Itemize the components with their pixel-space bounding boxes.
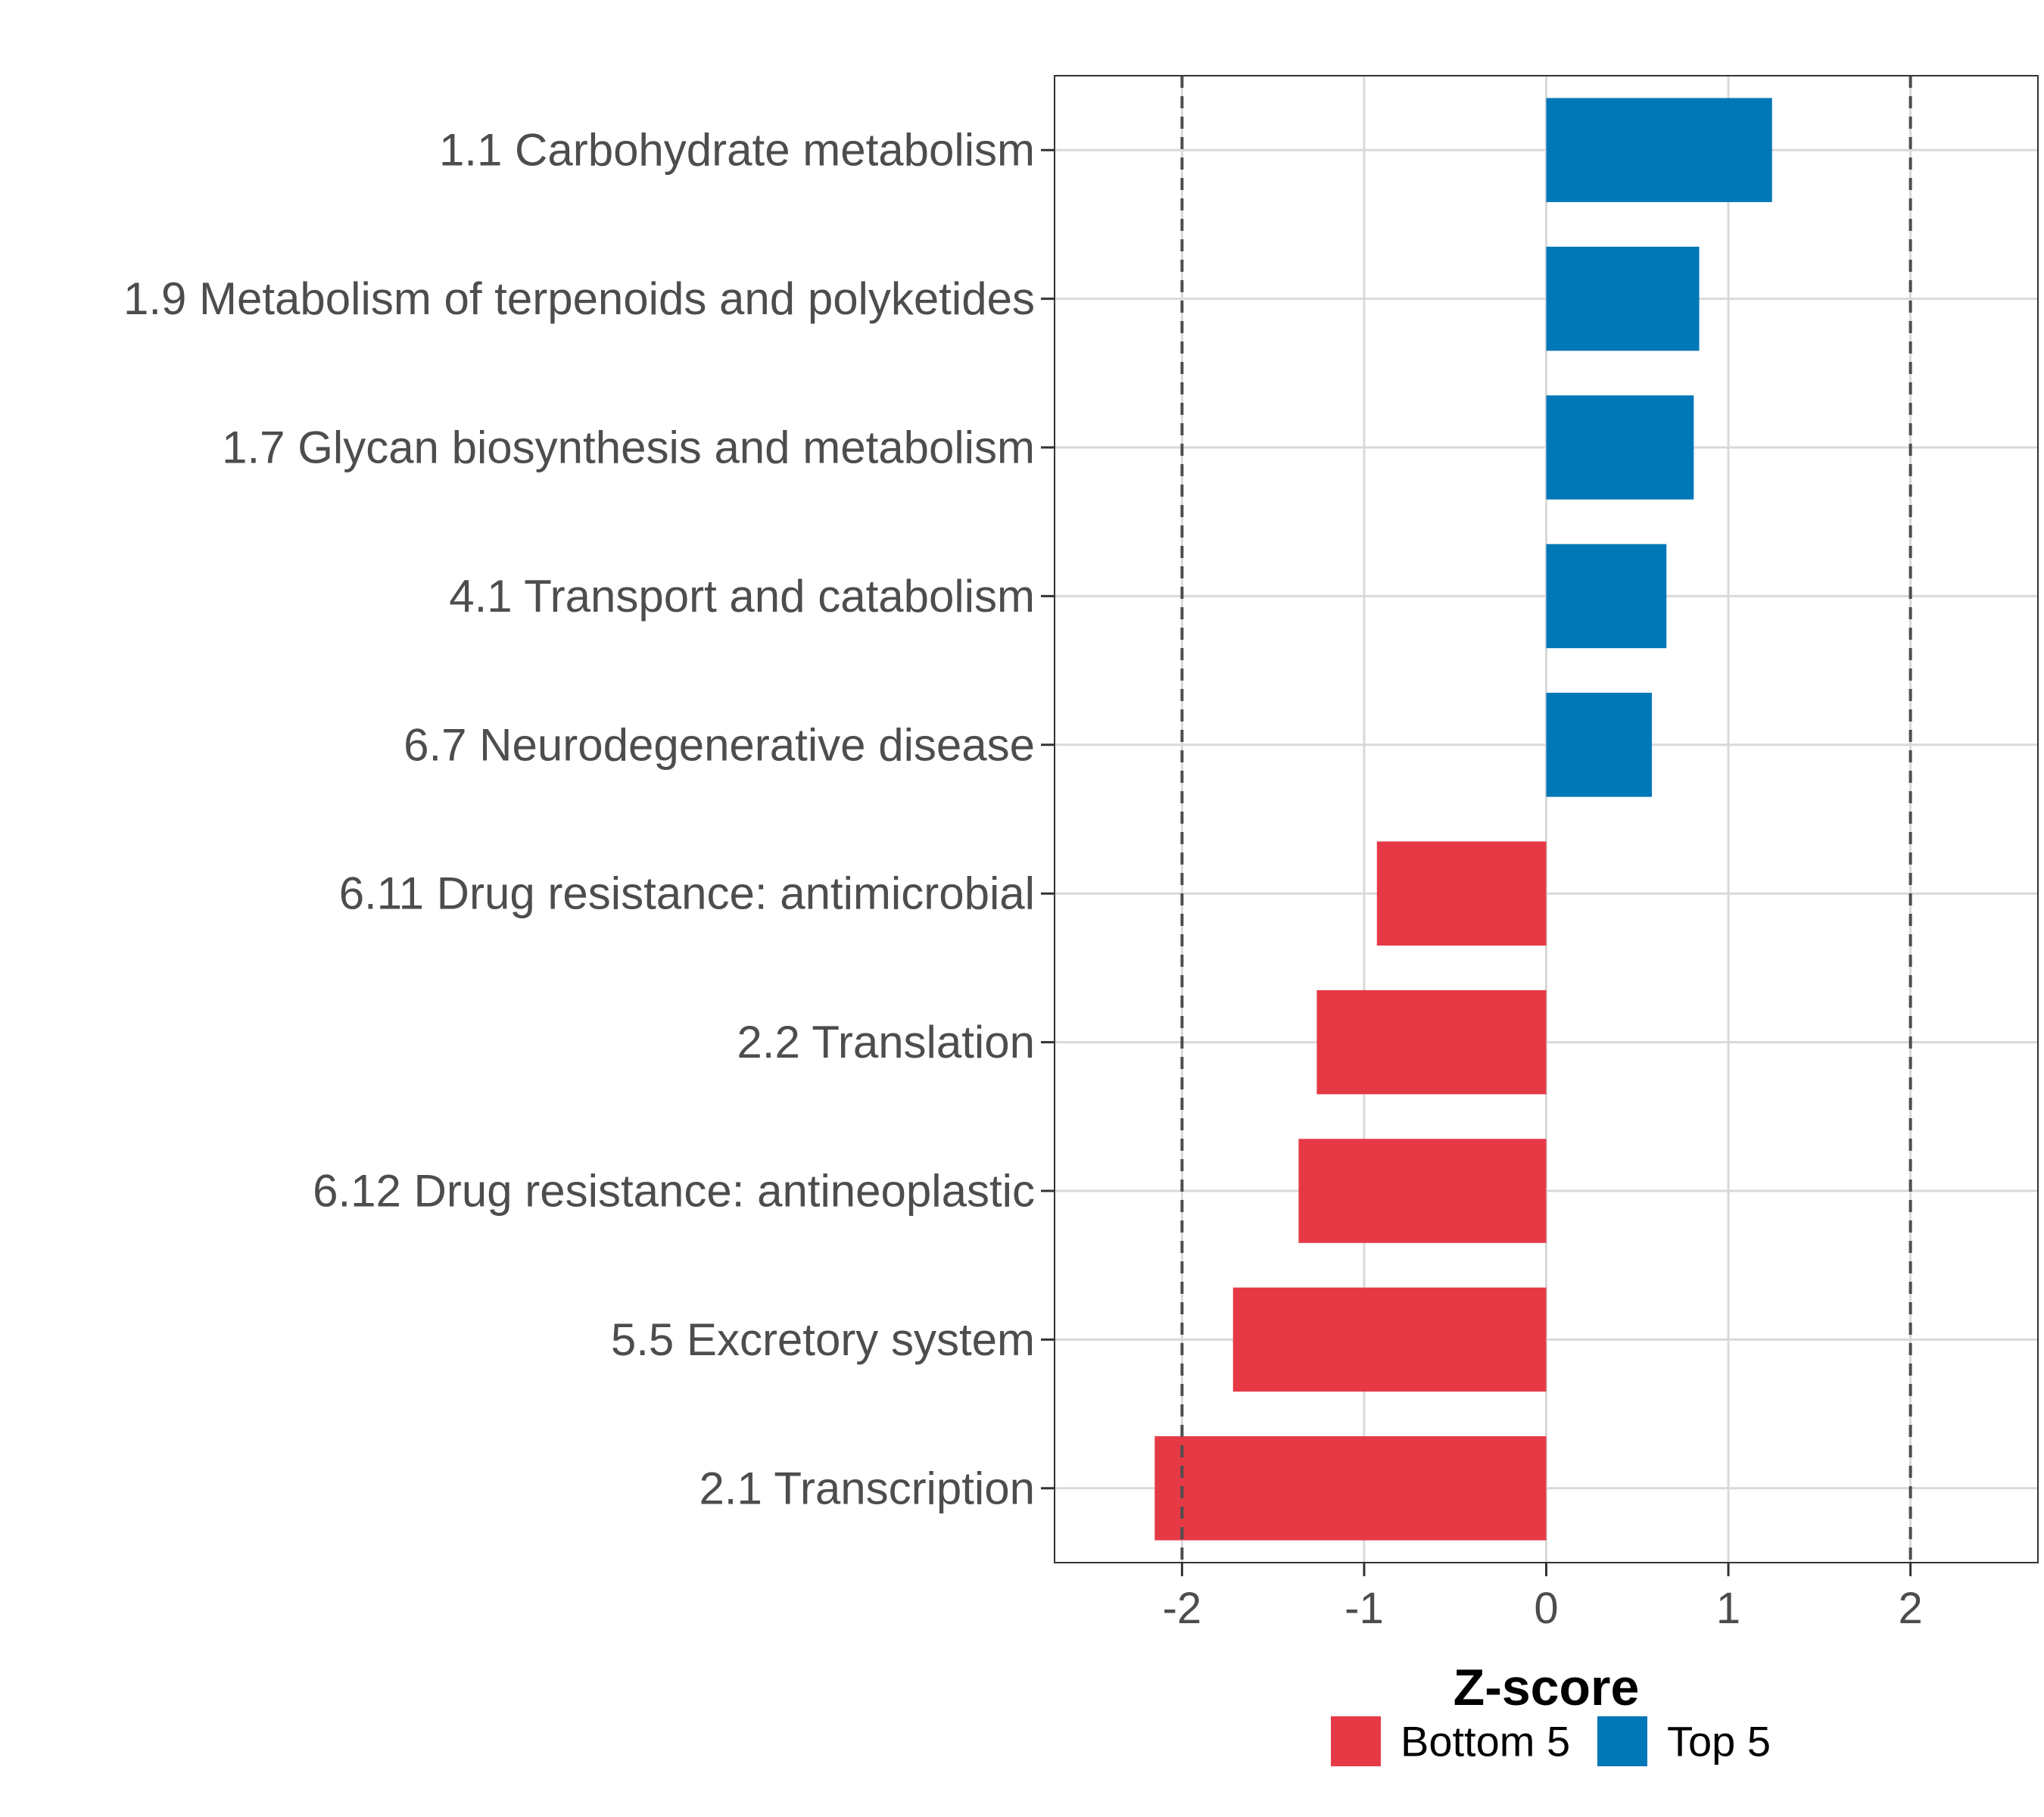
bar: [1316, 990, 1547, 1095]
category-label: 2.2 Translation: [737, 1017, 1035, 1067]
bar: [1546, 98, 1772, 202]
bar: [1232, 1287, 1547, 1392]
bar: [1298, 1139, 1547, 1243]
category-label: 2.1 Transcription: [699, 1463, 1035, 1513]
bar: [1546, 395, 1694, 500]
bar: [1154, 1436, 1547, 1541]
category-label: 1.1 Carbohydrate metabolism: [439, 125, 1035, 176]
x-axis-title: Z-score: [1454, 1659, 1640, 1716]
bar: [1546, 246, 1700, 351]
bar: [1546, 544, 1667, 649]
legend: Bottom 5 Top 5: [1331, 1716, 1771, 1766]
reference-lines: [1180, 76, 1912, 1563]
x-tick-label: 1: [1716, 1584, 1740, 1633]
legend-swatch: [1331, 1716, 1381, 1766]
x-tick-label: -1: [1344, 1584, 1384, 1633]
x-axis: -2 -1 0 1 2: [1163, 1563, 1923, 1633]
category-label: 1.9 Metabolism of terpenoids and polyket…: [123, 273, 1035, 324]
x-tick-label: -2: [1163, 1584, 1202, 1633]
bars: [1154, 98, 1772, 1541]
category-label: 1.7 Glycan biosynthesis and metabolism: [222, 422, 1035, 473]
y-axis: 1.1 Carbohydrate metabolism 1.9 Metabolis…: [123, 125, 1055, 1513]
category-label: 6.12 Drug resistance: antineoplastic: [313, 1166, 1035, 1217]
bar: [1546, 693, 1653, 797]
category-label: 5.5 Excretory system: [611, 1314, 1035, 1365]
category-label: 6.11 Drug resistance: antimicrobial: [339, 868, 1035, 919]
x-tick-label: 2: [1898, 1584, 1922, 1633]
category-label: 6.7 Neurodegenerative disease: [404, 719, 1035, 770]
legend-swatch: [1597, 1716, 1647, 1766]
x-tick-label: 0: [1534, 1584, 1558, 1633]
bar: [1376, 841, 1547, 946]
category-label: 4.1 Transport and catabolism: [449, 571, 1035, 622]
legend-label: Top 5: [1667, 1718, 1771, 1766]
legend-label: Bottom 5: [1401, 1718, 1570, 1766]
